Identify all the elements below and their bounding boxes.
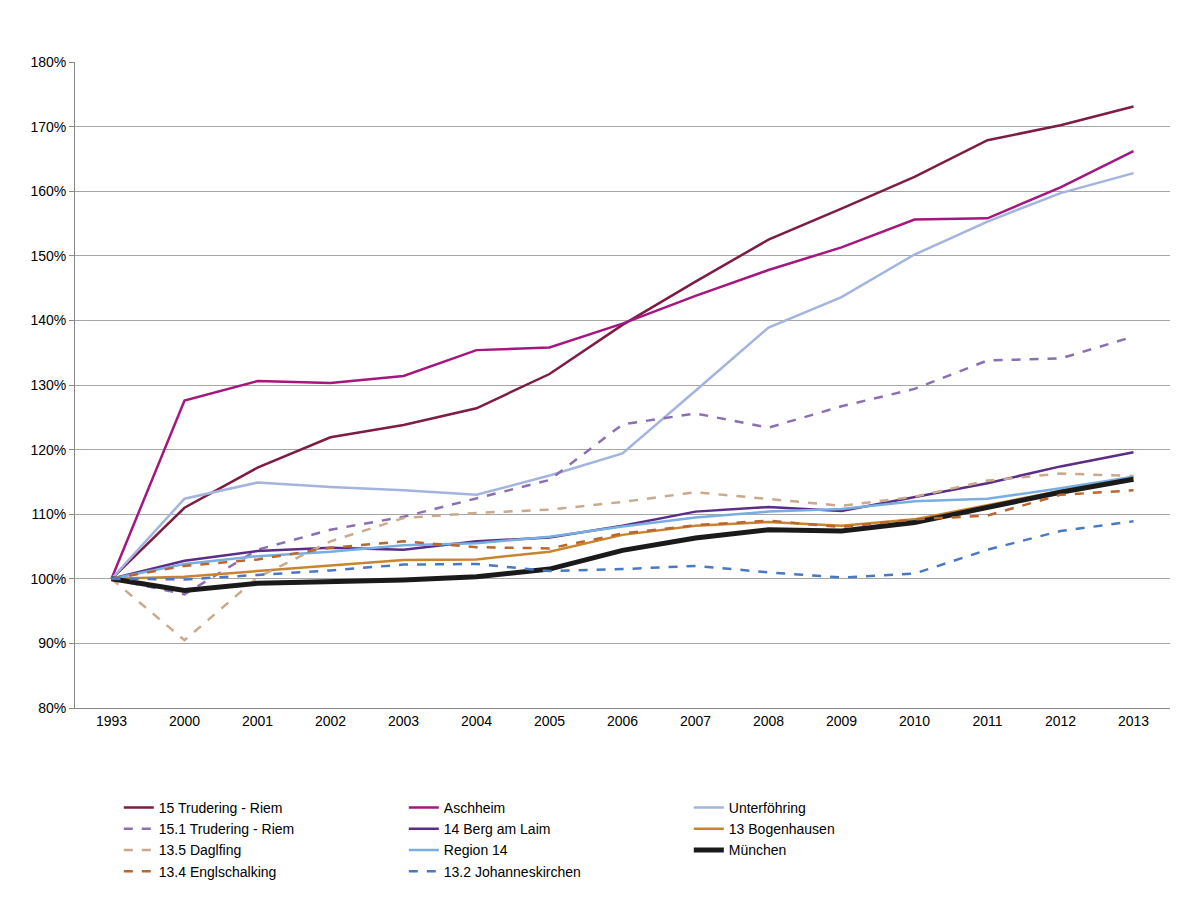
svg-text:2008: 2008 <box>753 713 784 729</box>
svg-text:160%: 160% <box>30 183 66 199</box>
svg-text:2003: 2003 <box>388 713 419 729</box>
svg-text:2010: 2010 <box>899 713 930 729</box>
svg-text:13 Bogenhausen: 13 Bogenhausen <box>729 821 835 837</box>
svg-text:90%: 90% <box>38 635 66 651</box>
svg-text:2006: 2006 <box>607 713 638 729</box>
svg-text:2000: 2000 <box>169 713 200 729</box>
svg-text:140%: 140% <box>30 312 66 328</box>
svg-text:120%: 120% <box>30 442 66 458</box>
svg-text:2005: 2005 <box>534 713 565 729</box>
svg-text:150%: 150% <box>30 248 66 264</box>
svg-text:110%: 110% <box>31 506 66 522</box>
svg-text:München: München <box>729 842 787 858</box>
svg-text:80%: 80% <box>38 700 66 716</box>
svg-text:2004: 2004 <box>461 713 492 729</box>
svg-text:2012: 2012 <box>1045 713 1076 729</box>
svg-text:Region 14: Region 14 <box>444 842 508 858</box>
svg-text:15.1 Trudering - Riem: 15.1 Trudering - Riem <box>159 821 294 837</box>
svg-text:170%: 170% <box>30 119 66 135</box>
svg-text:180%: 180% <box>30 54 66 70</box>
svg-text:2002: 2002 <box>315 713 346 729</box>
svg-text:100%: 100% <box>30 571 66 587</box>
svg-text:Unterföhring: Unterföhring <box>729 800 806 816</box>
svg-text:13.5 Daglfing: 13.5 Daglfing <box>159 842 242 858</box>
svg-text:2009: 2009 <box>826 713 857 729</box>
svg-text:13.2 Johanneskirchen: 13.2 Johanneskirchen <box>444 864 581 880</box>
svg-text:2013: 2013 <box>1118 713 1149 729</box>
svg-text:15 Trudering - Riem: 15 Trudering - Riem <box>159 800 283 816</box>
svg-text:130%: 130% <box>30 377 66 393</box>
svg-text:13.4 Englschalking: 13.4 Englschalking <box>159 864 277 880</box>
svg-text:14 Berg am Laim: 14 Berg am Laim <box>444 821 551 837</box>
svg-text:2007: 2007 <box>680 713 711 729</box>
svg-text:2011: 2011 <box>972 713 1002 729</box>
svg-text:2001: 2001 <box>242 713 273 729</box>
svg-text:1993: 1993 <box>96 713 127 729</box>
svg-text:Aschheim: Aschheim <box>444 800 505 816</box>
